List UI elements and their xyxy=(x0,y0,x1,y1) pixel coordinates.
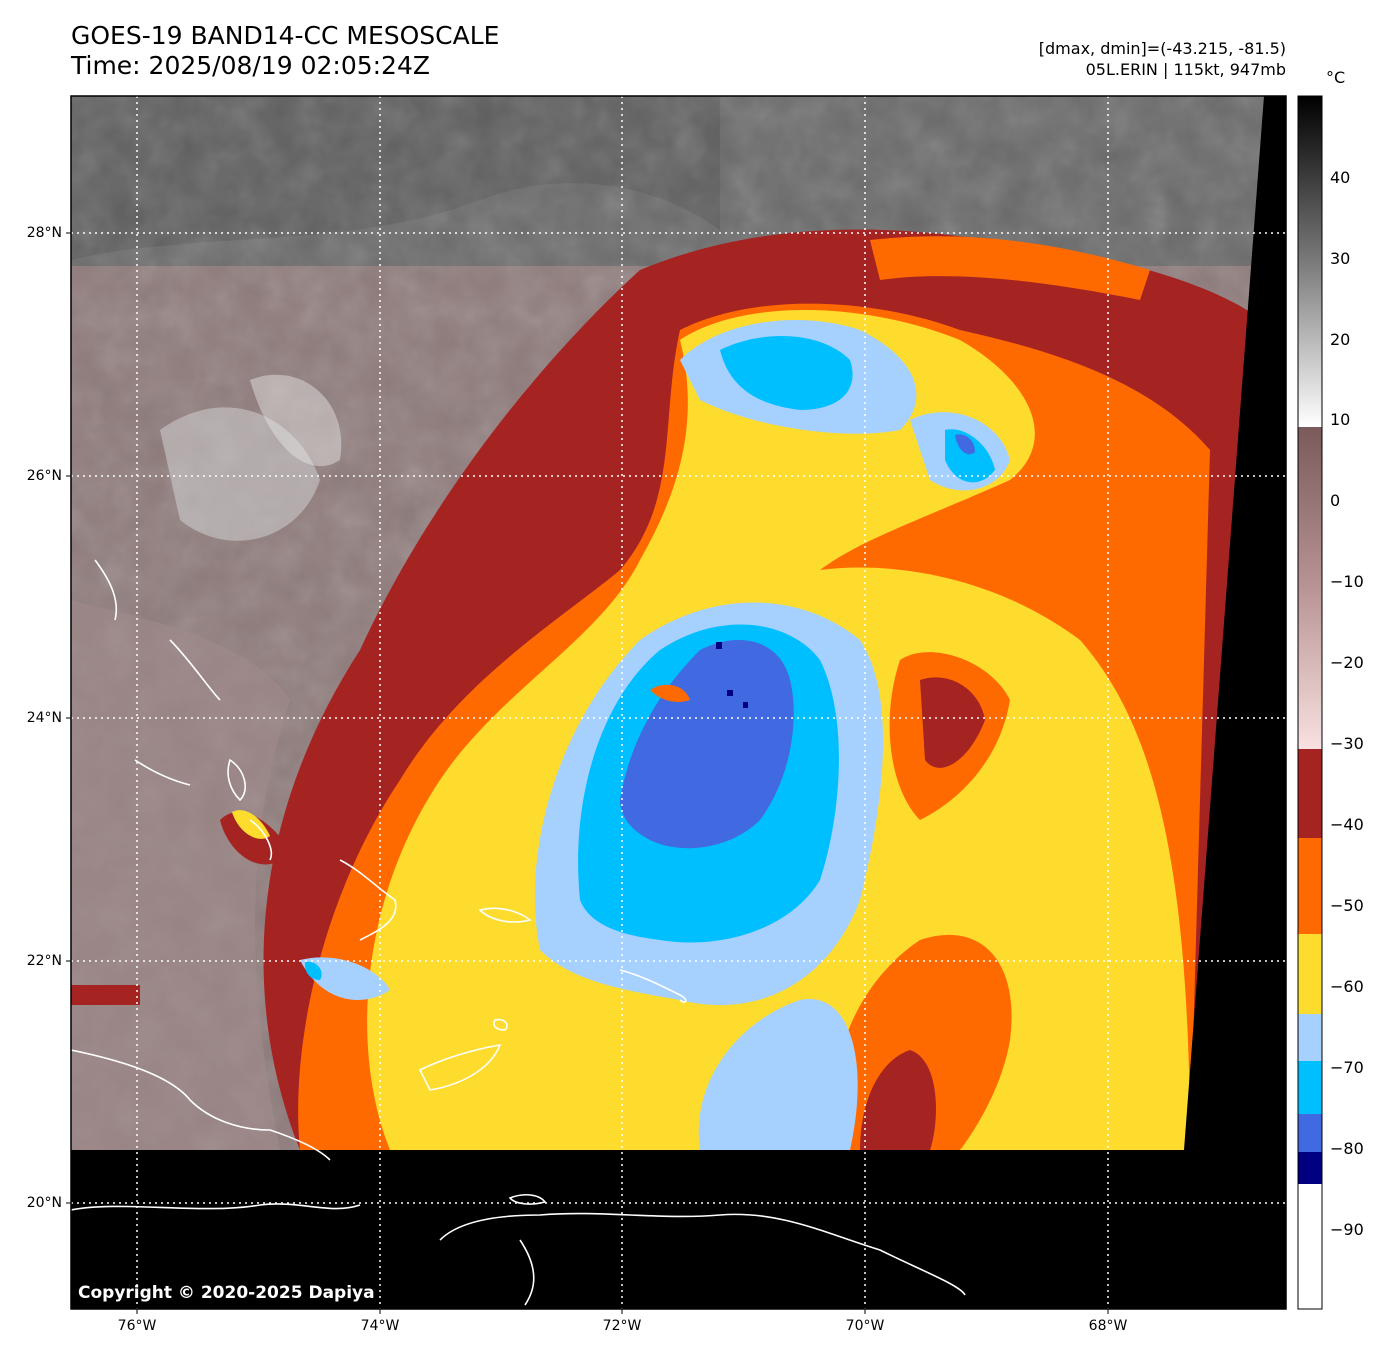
colorbar-tick: 20 xyxy=(1330,330,1351,349)
lat-label: 26°N xyxy=(26,468,62,484)
data-range: [dmax, dmin]=(-43.215, -81.5) xyxy=(1038,39,1286,58)
no-data-south xyxy=(71,1150,1286,1309)
colorbar-tick: −40 xyxy=(1330,815,1364,834)
lat-label: 24°N xyxy=(26,710,62,726)
colorbar-tick: −60 xyxy=(1330,977,1364,996)
chart-time: Time: 2025/08/19 02:05:24Z xyxy=(71,51,430,80)
map-frame xyxy=(70,95,1287,1310)
colorbar-tick: −10 xyxy=(1330,572,1364,591)
colorbar-unit: °C xyxy=(1326,68,1346,87)
colorbar-tick: −90 xyxy=(1330,1220,1364,1239)
lat-label: 22°N xyxy=(26,953,62,969)
colorbar-tick: −80 xyxy=(1330,1139,1364,1158)
lon-label: 72°W xyxy=(602,1318,642,1334)
axis-ticks xyxy=(66,232,1109,1314)
storm-info: 05L.ERIN | 115kt, 947mb xyxy=(1085,60,1286,79)
copyright-label: Copyright © 2020-2025 Dapiya xyxy=(78,1283,375,1303)
band-blue-core xyxy=(620,640,794,849)
colorbar-tick: −30 xyxy=(1330,734,1364,753)
colorbar-tick: −20 xyxy=(1330,653,1364,672)
lat-label: 28°N xyxy=(26,225,62,241)
coastlines xyxy=(71,559,966,1306)
colorbar-tick: 0 xyxy=(1330,491,1341,510)
lon-label: 76°W xyxy=(117,1318,157,1334)
lat-label: 20°N xyxy=(26,1195,62,1211)
colorbar-tick: −50 xyxy=(1330,896,1364,915)
coldest-pixels xyxy=(716,642,722,649)
lon-label: 74°W xyxy=(360,1318,400,1334)
colorbar-tick: −70 xyxy=(1330,1058,1364,1077)
imagery xyxy=(71,96,1286,1309)
gridlines xyxy=(71,96,1286,1309)
lon-label: 70°W xyxy=(845,1318,885,1334)
chart-title: GOES-19 BAND14-CC MESOSCALE xyxy=(71,21,500,50)
colorbar-tick: 10 xyxy=(1330,410,1351,429)
no-data-east xyxy=(1184,96,1286,1309)
lon-label: 68°W xyxy=(1088,1318,1128,1334)
colorbar xyxy=(1297,95,1323,1310)
colorbar-tick: 30 xyxy=(1330,249,1351,268)
colorbar-tick: 40 xyxy=(1330,168,1351,187)
